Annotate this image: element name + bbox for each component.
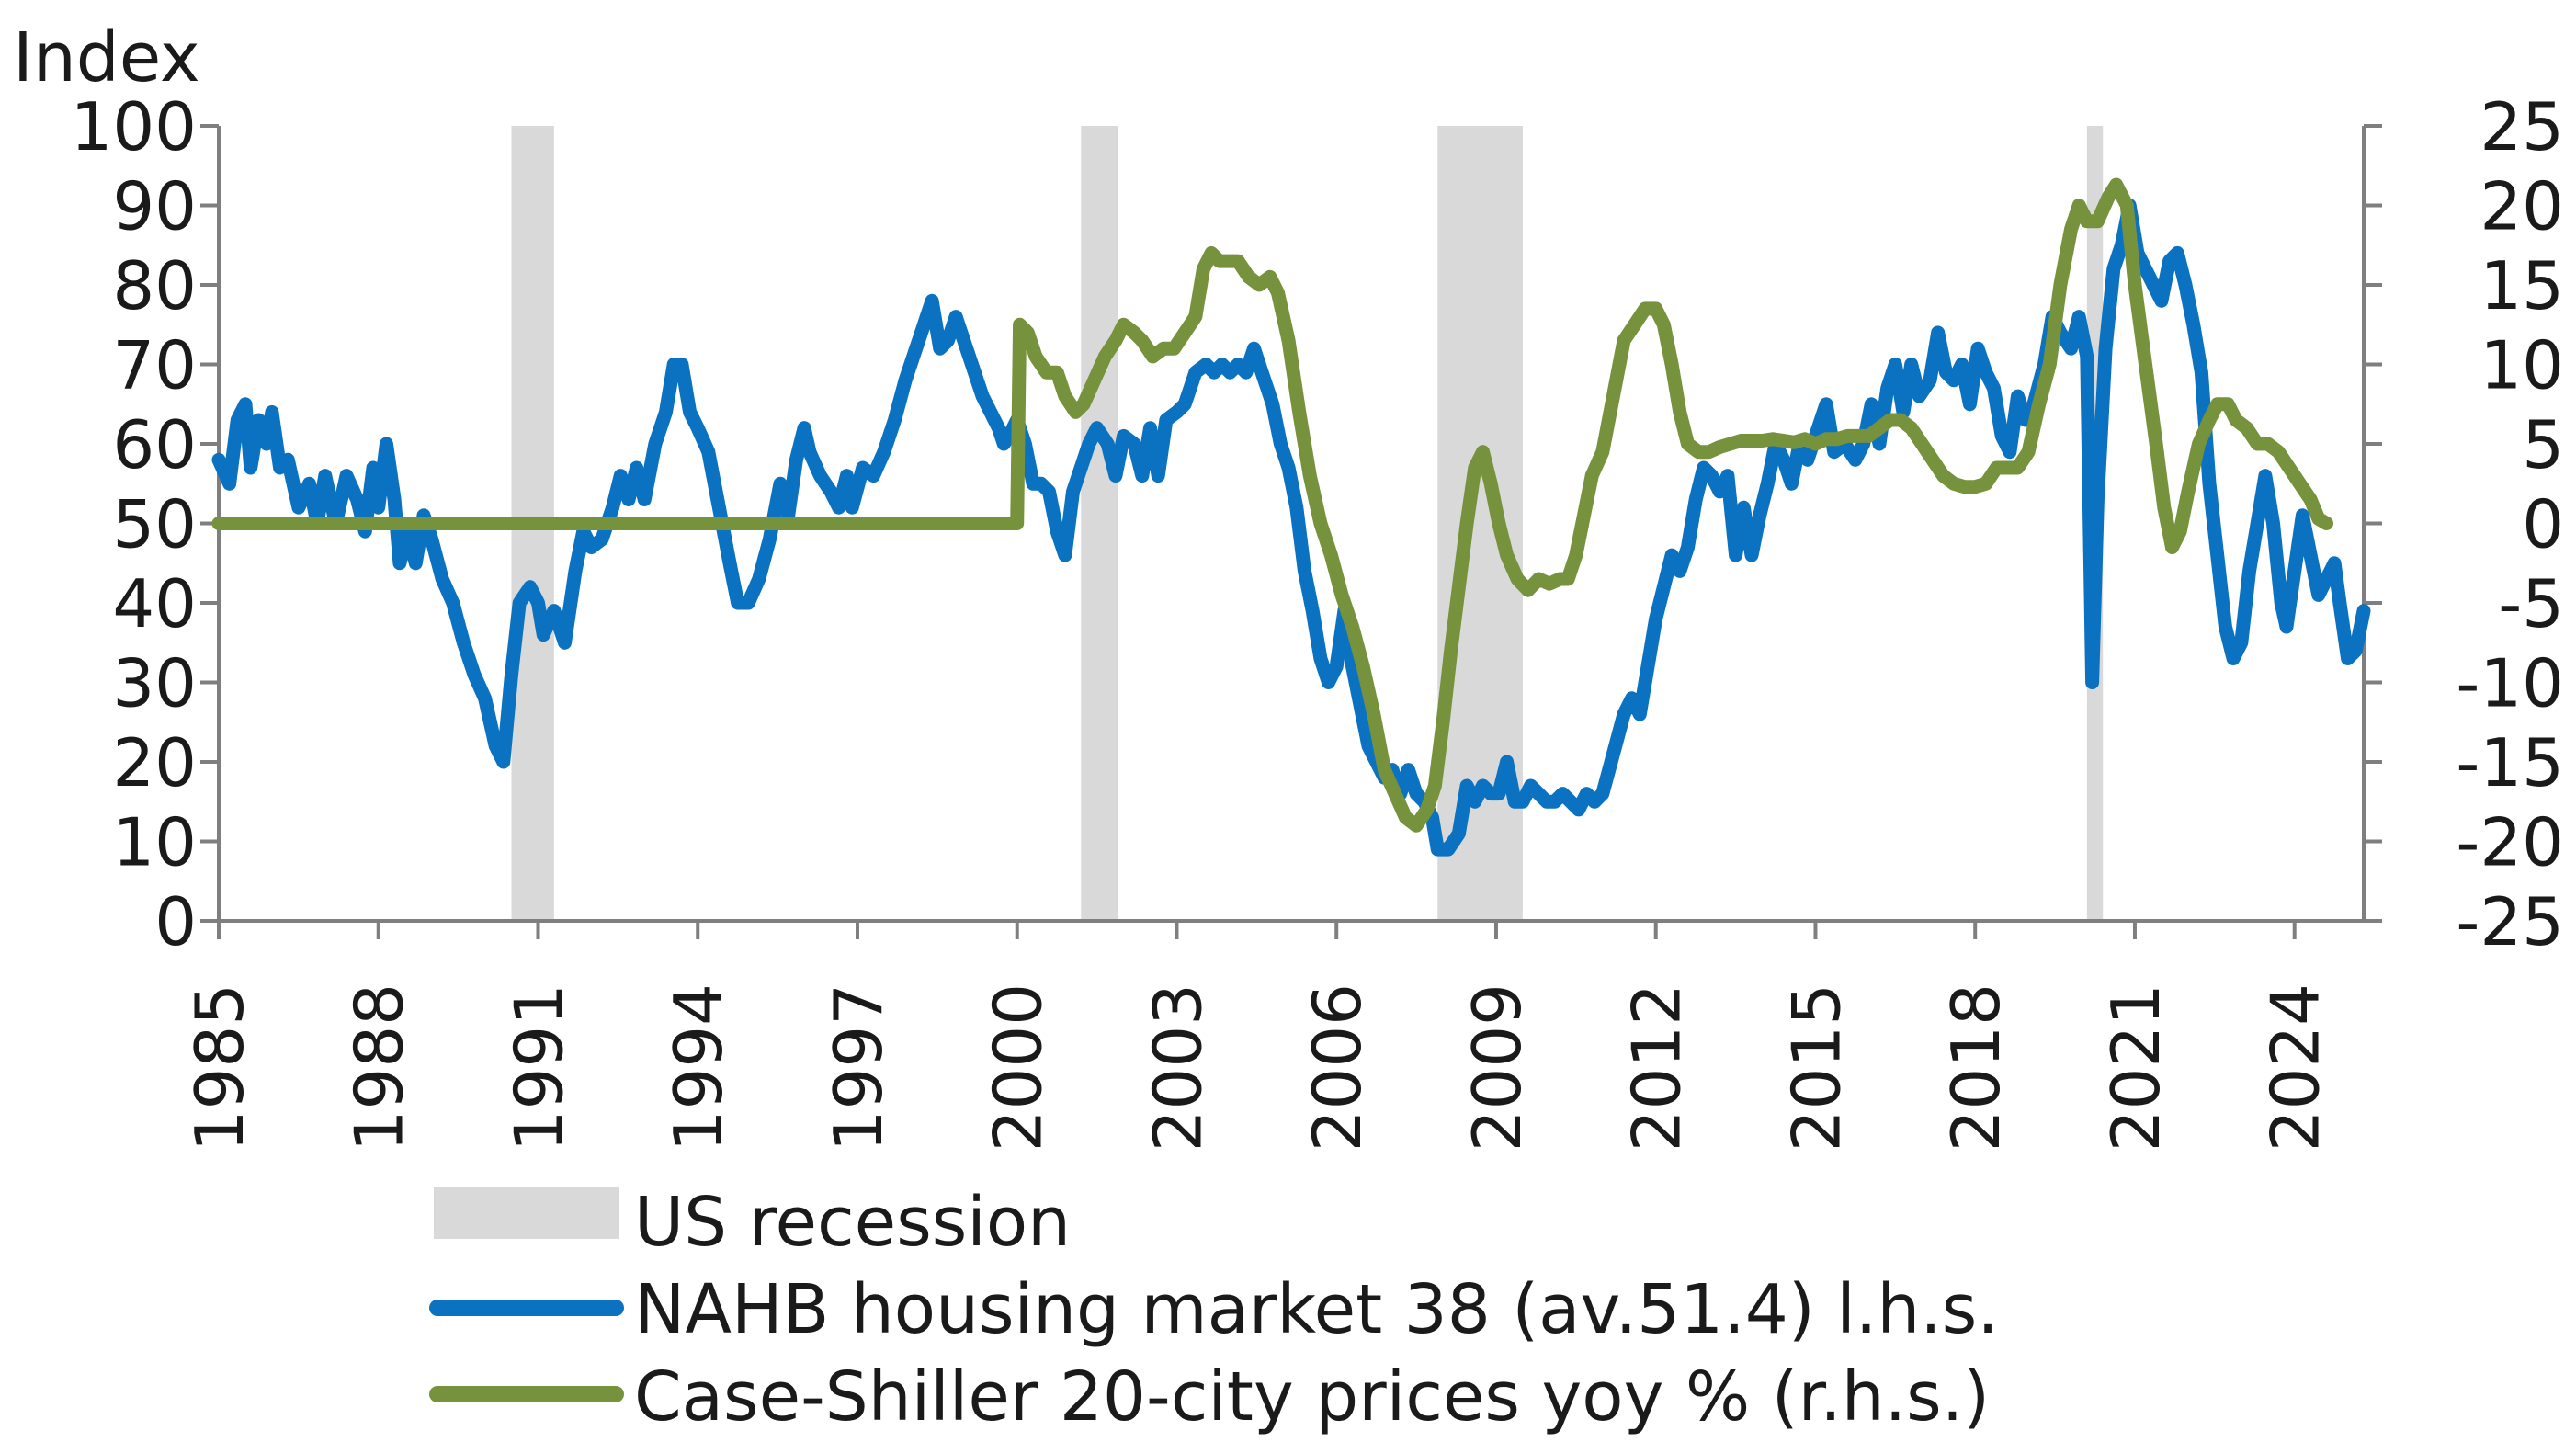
legend-label-case-shiller: Case-Shiller 20-city prices yoy % (r.h.s… (634, 1357, 1990, 1436)
x-tick-label: 1991 (500, 983, 577, 1152)
y-left-tick-label: 100 (71, 88, 197, 165)
y-right-tick-label: -10 (2456, 645, 2564, 722)
axes: 0102030405060708090100-25-20-15-10-50510… (71, 88, 2564, 1152)
y-left-tick-label: 80 (112, 247, 197, 324)
x-tick-label: 2021 (2097, 983, 2174, 1152)
x-tick-label: 2018 (1937, 983, 2014, 1152)
x-tick-label: 2006 (1299, 983, 1376, 1152)
y-right-tick-label: 20 (2480, 168, 2564, 245)
x-tick-label: 2024 (2257, 983, 2334, 1152)
y-axis-left-title: Index (13, 18, 200, 97)
y-left-tick-label: 50 (112, 486, 197, 563)
y-left-tick-label: 90 (112, 168, 197, 245)
x-tick-label: 1997 (820, 983, 897, 1152)
x-tick-label: 2012 (1618, 983, 1696, 1152)
y-right-tick-label: 5 (2522, 406, 2564, 483)
y-left-tick-label: 0 (154, 883, 197, 960)
series-lines (211, 177, 2371, 857)
y-left-tick-label: 20 (112, 724, 197, 801)
legend-label-recession: US recession (634, 1183, 1071, 1262)
x-tick-label: 2015 (1777, 983, 1855, 1152)
y-right-tick-label: -25 (2456, 883, 2564, 960)
x-tick-label: 2000 (980, 983, 1057, 1152)
y-left-tick-label: 10 (112, 804, 197, 881)
y-left-tick-label: 70 (112, 327, 197, 404)
y-left-tick-label: 60 (112, 406, 197, 483)
legend-swatch-recession (434, 1187, 619, 1239)
y-right-tick-label: -20 (2456, 804, 2564, 881)
y-right-tick-label: 15 (2480, 247, 2564, 324)
y-right-tick-label: -15 (2456, 724, 2564, 801)
series-line-nahb (211, 199, 2371, 857)
x-tick-label: 2009 (1458, 983, 1536, 1152)
y-left-tick-label: 30 (112, 645, 197, 722)
y-left-tick-label: 40 (112, 565, 197, 642)
x-tick-label: 1985 (181, 983, 258, 1152)
y-right-tick-label: 0 (2522, 486, 2564, 563)
x-tick-label: 1994 (660, 983, 737, 1152)
y-right-tick-label: 25 (2480, 88, 2564, 165)
y-right-tick-label: -5 (2498, 565, 2564, 642)
recession-band-1 (1081, 126, 1118, 921)
series-line-case-shiller (211, 177, 2333, 833)
legend: US recession NAHB housing market 38 (av.… (429, 1183, 1999, 1436)
x-tick-label: 1988 (341, 983, 418, 1152)
y-right-tick-label: 10 (2480, 327, 2564, 404)
x-tick-label: 2003 (1139, 983, 1216, 1152)
legend-label-nahb: NAHB housing market 38 (av.51.4) l.h.s. (634, 1270, 1999, 1349)
